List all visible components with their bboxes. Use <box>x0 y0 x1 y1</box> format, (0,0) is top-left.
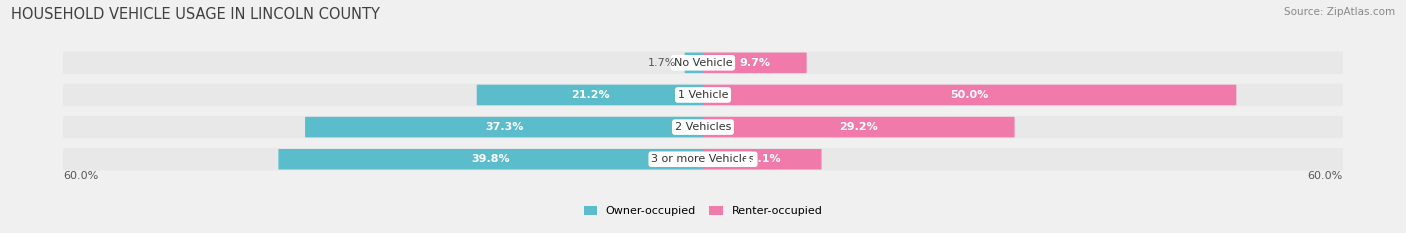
Text: 21.2%: 21.2% <box>571 90 609 100</box>
FancyBboxPatch shape <box>477 85 703 105</box>
Text: 37.3%: 37.3% <box>485 122 523 132</box>
FancyBboxPatch shape <box>703 149 821 170</box>
Text: 11.1%: 11.1% <box>742 154 782 164</box>
Text: 29.2%: 29.2% <box>839 122 877 132</box>
Text: 9.7%: 9.7% <box>740 58 770 68</box>
Text: 50.0%: 50.0% <box>950 90 988 100</box>
Text: 39.8%: 39.8% <box>471 154 510 164</box>
FancyBboxPatch shape <box>703 53 807 73</box>
Text: Source: ZipAtlas.com: Source: ZipAtlas.com <box>1284 7 1395 17</box>
Text: 2 Vehicles: 2 Vehicles <box>675 122 731 132</box>
FancyBboxPatch shape <box>63 148 1343 171</box>
Legend: Owner-occupied, Renter-occupied: Owner-occupied, Renter-occupied <box>579 202 827 221</box>
FancyBboxPatch shape <box>63 51 1343 74</box>
FancyBboxPatch shape <box>703 85 1236 105</box>
FancyBboxPatch shape <box>305 117 703 137</box>
Text: HOUSEHOLD VEHICLE USAGE IN LINCOLN COUNTY: HOUSEHOLD VEHICLE USAGE IN LINCOLN COUNT… <box>11 7 380 22</box>
Text: 1.7%: 1.7% <box>648 58 676 68</box>
Text: 3 or more Vehicles: 3 or more Vehicles <box>651 154 755 164</box>
FancyBboxPatch shape <box>63 116 1343 138</box>
Text: 60.0%: 60.0% <box>63 171 98 181</box>
FancyBboxPatch shape <box>685 53 703 73</box>
Text: 60.0%: 60.0% <box>1308 171 1343 181</box>
FancyBboxPatch shape <box>63 84 1343 106</box>
Text: No Vehicle: No Vehicle <box>673 58 733 68</box>
Text: 1 Vehicle: 1 Vehicle <box>678 90 728 100</box>
FancyBboxPatch shape <box>703 117 1015 137</box>
FancyBboxPatch shape <box>278 149 703 170</box>
